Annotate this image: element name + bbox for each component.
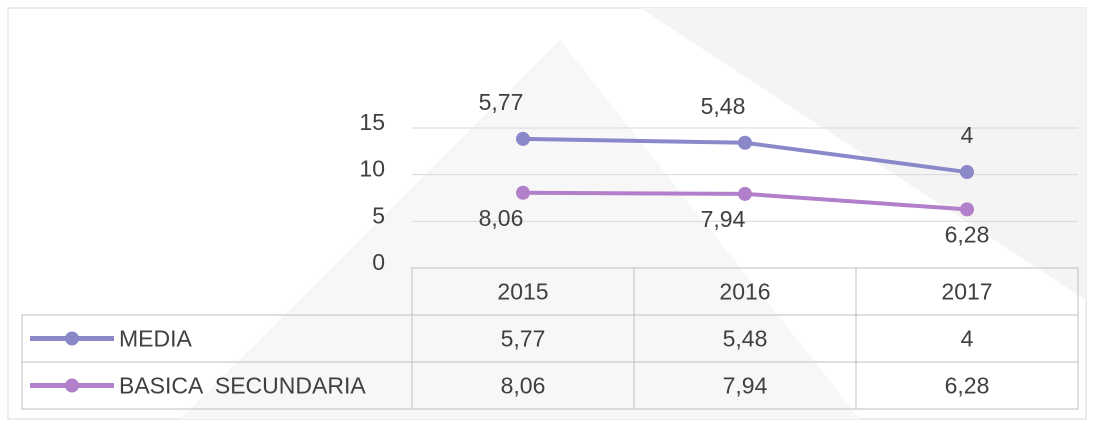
data-label: 8,06 (479, 205, 524, 231)
table-value: 8,06 (501, 373, 546, 399)
y-tick-label: 15 (359, 109, 385, 135)
table-value: 5,77 (501, 326, 546, 352)
point (516, 185, 530, 200)
data-label: 4 (961, 122, 974, 148)
point (960, 202, 974, 217)
point (516, 131, 530, 146)
legend-label: MEDIA (119, 326, 193, 352)
point (738, 135, 752, 150)
x-tick-label: 2016 (719, 279, 770, 305)
x-tick-label: 2017 (941, 279, 992, 305)
legend-marker (65, 378, 79, 393)
legend-marker (65, 331, 79, 346)
point (738, 186, 752, 201)
point (960, 165, 974, 180)
data-label: 5,48 (701, 93, 746, 119)
legend-label: BASICA SECUNDARIA (119, 373, 366, 399)
data-label: 5,77 (479, 89, 524, 115)
watermark (180, 40, 860, 419)
table-value: 6,28 (945, 373, 990, 399)
table-value: 4 (961, 326, 974, 352)
table-value: 5,48 (723, 326, 768, 352)
table-value: 7,94 (723, 373, 768, 399)
table-row (21, 361, 1079, 410)
x-tick-label: 2015 (497, 279, 548, 305)
y-tick-label: 5 (372, 202, 385, 228)
watermark (640, 8, 1086, 300)
y-tick-label: 10 (359, 156, 385, 182)
y-tick-label: 0 (372, 249, 385, 275)
data-label: 6,28 (945, 221, 990, 247)
data-label: 7,94 (701, 206, 746, 232)
